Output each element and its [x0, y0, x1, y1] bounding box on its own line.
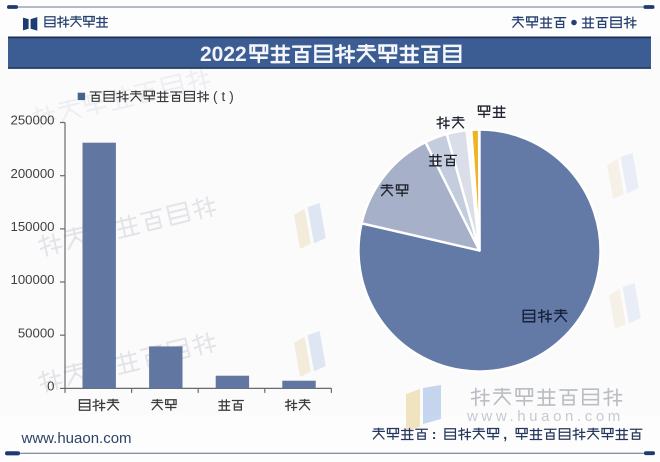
- svg-text:www.huaon.com: www.huaon.com: [466, 408, 624, 425]
- svg-text:100000: 100000: [10, 272, 54, 287]
- svg-text:150000: 150000: [10, 219, 54, 234]
- svg-text:200000: 200000: [10, 166, 54, 181]
- svg-text:0: 0: [47, 379, 54, 394]
- svg-text::: :: [432, 426, 437, 442]
- svg-text:2022: 2022: [200, 43, 247, 66]
- svg-text:50000: 50000: [18, 325, 55, 340]
- svg-text:250000: 250000: [10, 113, 54, 128]
- svg-text:(t): (t): [213, 89, 238, 104]
- svg-text:,: ,: [503, 426, 507, 442]
- svg-text:www.huaon.com: www.huaon.com: [21, 430, 132, 447]
